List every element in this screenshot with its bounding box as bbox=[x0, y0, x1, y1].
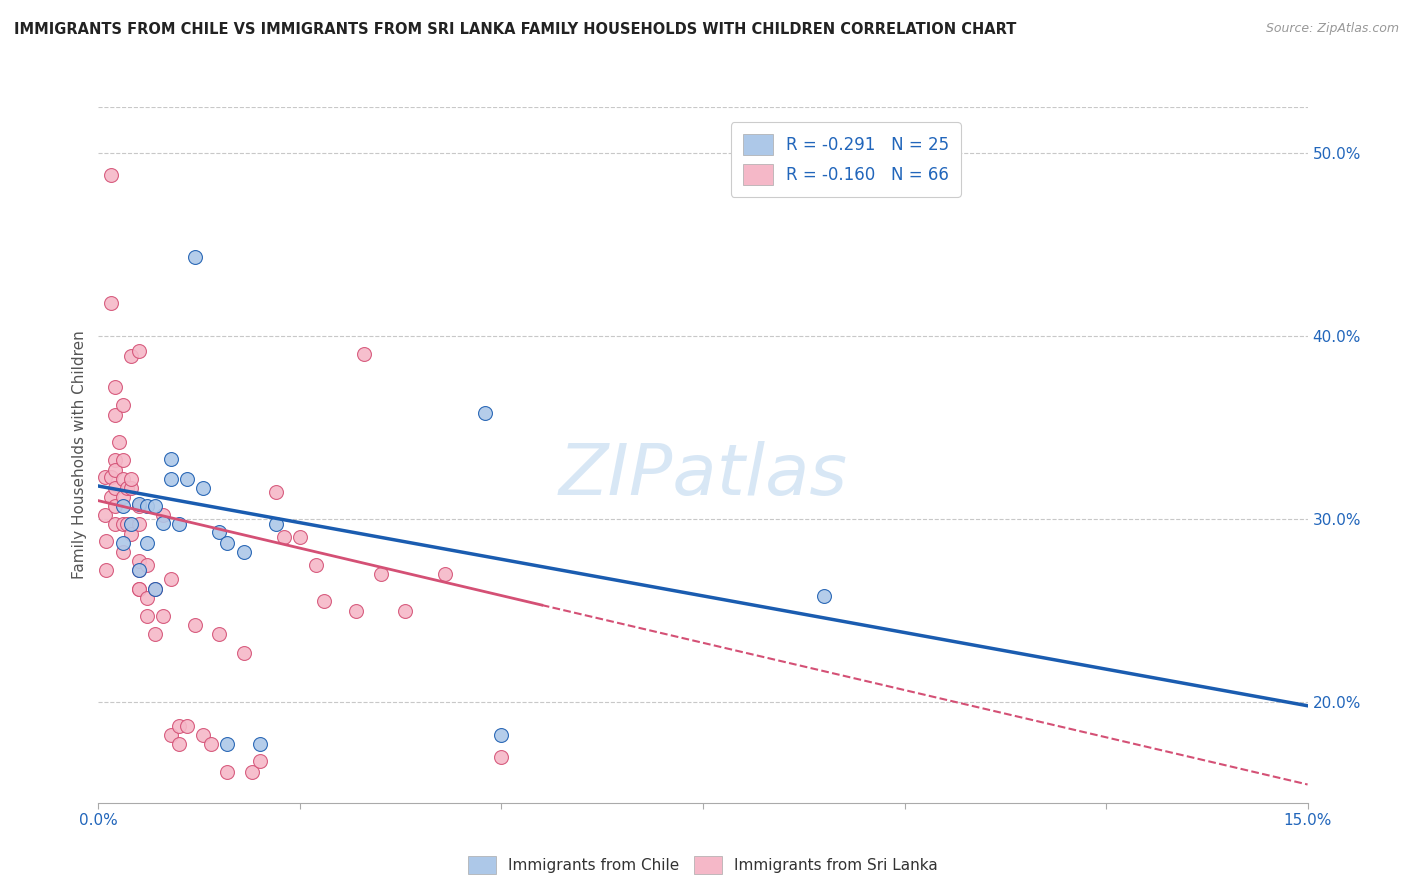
Point bbox=[103, 462, 125, 476]
Point bbox=[128, 343, 150, 358]
Point bbox=[370, 566, 392, 581]
Point bbox=[120, 481, 142, 495]
Point bbox=[111, 453, 134, 467]
Text: IMMIGRANTS FROM CHILE VS IMMIGRANTS FROM SRI LANKA FAMILY HOUSEHOLDS WITH CHILDR: IMMIGRANTS FROM CHILE VS IMMIGRANTS FROM… bbox=[14, 22, 1017, 37]
Point bbox=[264, 517, 287, 532]
Point bbox=[120, 517, 142, 532]
Point bbox=[111, 490, 134, 504]
Point bbox=[128, 517, 150, 532]
Point bbox=[249, 737, 271, 751]
Legend: R = -0.291   N = 25, R = -0.160   N = 66: R = -0.291 N = 25, R = -0.160 N = 66 bbox=[731, 122, 960, 197]
Point bbox=[135, 609, 157, 624]
Point bbox=[232, 646, 254, 660]
Point bbox=[208, 524, 231, 539]
Point bbox=[152, 609, 174, 624]
Point bbox=[111, 399, 134, 413]
Point bbox=[111, 545, 134, 559]
Point bbox=[103, 453, 125, 467]
Point bbox=[135, 558, 157, 572]
Point bbox=[128, 554, 150, 568]
Point bbox=[217, 737, 239, 751]
Point bbox=[249, 754, 271, 768]
Point bbox=[111, 472, 134, 486]
Point bbox=[120, 526, 142, 541]
Point bbox=[94, 508, 117, 523]
Point bbox=[273, 530, 295, 544]
Point bbox=[111, 536, 134, 550]
Point bbox=[200, 737, 222, 751]
Point bbox=[94, 470, 117, 484]
Point bbox=[103, 499, 125, 513]
Point bbox=[143, 499, 166, 513]
Point bbox=[314, 594, 336, 608]
Point bbox=[100, 296, 122, 310]
Point bbox=[160, 472, 183, 486]
Point bbox=[813, 589, 835, 603]
Point bbox=[208, 627, 231, 641]
Point bbox=[100, 470, 122, 484]
Point bbox=[96, 563, 118, 577]
Point bbox=[103, 517, 125, 532]
Point bbox=[344, 603, 367, 617]
Point bbox=[184, 618, 207, 632]
Point bbox=[264, 484, 287, 499]
Point bbox=[474, 406, 496, 420]
Point bbox=[160, 728, 183, 742]
Point bbox=[100, 168, 122, 182]
Point bbox=[96, 533, 118, 548]
Point bbox=[103, 481, 125, 495]
Point bbox=[184, 250, 207, 264]
Point bbox=[167, 737, 190, 751]
Point bbox=[240, 764, 263, 779]
Legend: Immigrants from Chile, Immigrants from Sri Lanka: Immigrants from Chile, Immigrants from S… bbox=[463, 850, 943, 880]
Point bbox=[288, 530, 311, 544]
Point bbox=[107, 435, 129, 450]
Point bbox=[491, 728, 513, 742]
Point bbox=[100, 490, 122, 504]
Point bbox=[491, 750, 513, 764]
Point bbox=[103, 380, 125, 394]
Point bbox=[111, 517, 134, 532]
Point bbox=[152, 516, 174, 530]
Point bbox=[176, 472, 198, 486]
Point bbox=[103, 408, 125, 422]
Point bbox=[111, 499, 134, 513]
Point bbox=[193, 481, 215, 495]
Point bbox=[160, 573, 183, 587]
Text: ZIPatlas: ZIPatlas bbox=[558, 442, 848, 510]
Point bbox=[143, 627, 166, 641]
Point bbox=[394, 603, 416, 617]
Point bbox=[128, 582, 150, 596]
Point bbox=[143, 582, 166, 596]
Point bbox=[434, 566, 457, 581]
Point bbox=[143, 582, 166, 596]
Point bbox=[217, 764, 239, 779]
Point bbox=[115, 481, 138, 495]
Text: Source: ZipAtlas.com: Source: ZipAtlas.com bbox=[1265, 22, 1399, 36]
Point bbox=[115, 517, 138, 532]
Point bbox=[217, 536, 239, 550]
Point bbox=[120, 349, 142, 363]
Point bbox=[135, 499, 157, 513]
Point bbox=[135, 536, 157, 550]
Point bbox=[176, 719, 198, 733]
Point bbox=[232, 545, 254, 559]
Point bbox=[353, 347, 375, 361]
Point bbox=[128, 499, 150, 513]
Point bbox=[152, 508, 174, 523]
Point bbox=[128, 497, 150, 511]
Point bbox=[193, 728, 215, 742]
Point bbox=[120, 472, 142, 486]
Point bbox=[167, 517, 190, 532]
Y-axis label: Family Households with Children: Family Households with Children bbox=[72, 331, 87, 579]
Point bbox=[167, 719, 190, 733]
Point bbox=[128, 582, 150, 596]
Point bbox=[128, 563, 150, 577]
Point bbox=[160, 451, 183, 466]
Point bbox=[135, 591, 157, 605]
Point bbox=[305, 558, 328, 572]
Point bbox=[128, 563, 150, 577]
